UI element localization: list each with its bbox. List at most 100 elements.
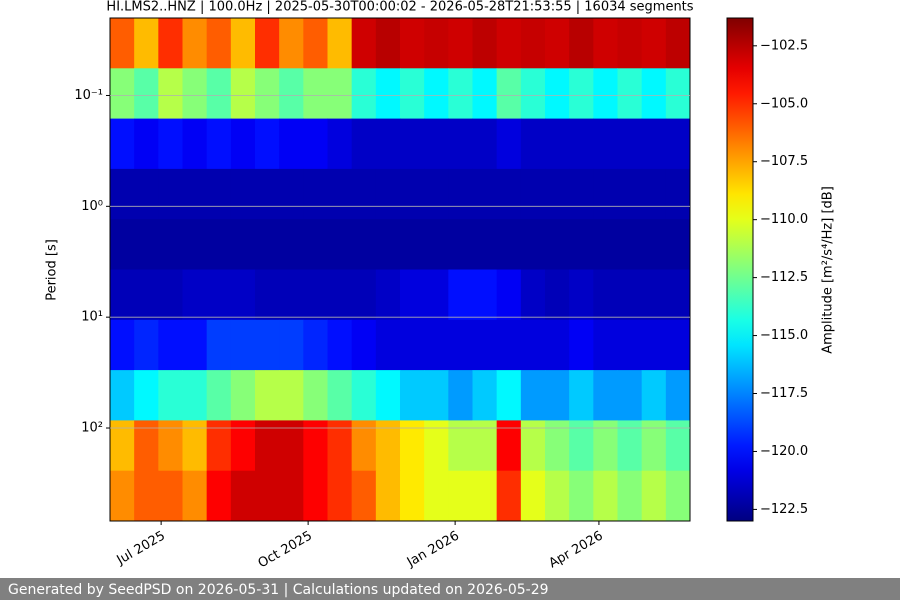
- heatmap-cell: [255, 370, 280, 421]
- heatmap-cell: [351, 168, 377, 220]
- heatmap-cell: [351, 68, 377, 120]
- heatmap-cell: [279, 269, 304, 321]
- heatmap-cell: [665, 68, 691, 120]
- x-tick-label: Apr 2026: [546, 529, 605, 572]
- heatmap-cell: [496, 18, 522, 69]
- x-tick-label: Jul 2025: [114, 529, 168, 569]
- heatmap-cell: [545, 68, 570, 120]
- y-tick-label: 10⁰: [81, 199, 103, 214]
- heatmap-cell: [158, 370, 183, 421]
- heatmap-cell: [520, 219, 546, 270]
- colorbar-tick-label: −117.5: [760, 386, 808, 401]
- heatmap-cell: [641, 18, 667, 69]
- heatmap-cell: [448, 18, 473, 69]
- heatmap-cell: [545, 319, 570, 371]
- heatmap-cell: [593, 470, 618, 522]
- heatmap-cell: [617, 68, 643, 120]
- heatmap-cell: [375, 219, 401, 270]
- heatmap-cell: [665, 319, 691, 371]
- heatmap-cell: [641, 420, 667, 472]
- heatmap-cell: [158, 470, 183, 522]
- heatmap-cell: [641, 118, 667, 170]
- heatmap-cell: [230, 168, 256, 220]
- heatmap-cell: [545, 18, 570, 69]
- heatmap-cell: [351, 370, 377, 421]
- x-tick-label: Oct 2025: [256, 529, 315, 572]
- heatmap-cell: [230, 118, 256, 170]
- heatmap-cell: [448, 118, 473, 170]
- heatmap-cell: [134, 470, 159, 522]
- heatmap-cell: [496, 168, 522, 220]
- heatmap-cell: [472, 118, 498, 170]
- heatmap-cell: [448, 370, 473, 421]
- heatmap-cell: [206, 168, 232, 220]
- heatmap-cell: [182, 420, 208, 472]
- heatmap-cell: [641, 168, 667, 220]
- heatmap-cell: [134, 269, 159, 321]
- heatmap-cell: [110, 269, 135, 321]
- y-tick-label: 10²: [81, 421, 103, 436]
- heatmap-cell: [206, 470, 232, 522]
- heatmap-cell: [327, 319, 353, 371]
- heatmap-cell: [279, 370, 304, 421]
- heatmap-cell: [351, 269, 377, 321]
- heatmap-cell: [182, 18, 208, 69]
- footer-text: Generated by SeedPSD on 2026-05-31 | Cal…: [8, 582, 549, 598]
- heatmap-cell: [158, 68, 183, 120]
- colorbar-tick-label: −122.5: [760, 502, 808, 517]
- heatmap-cell: [255, 269, 280, 321]
- heatmap-cell: [496, 319, 522, 371]
- heatmap-cell: [472, 269, 498, 321]
- heatmap-cell: [279, 219, 304, 270]
- heatmap-cell: [617, 269, 643, 321]
- plot-frame: [109, 17, 691, 522]
- heatmap-cell: [351, 118, 377, 170]
- heatmap-cell: [279, 18, 304, 69]
- heatmap-cell: [665, 168, 691, 220]
- heatmap-cell: [110, 219, 135, 270]
- heatmap-cell: [303, 18, 328, 69]
- heatmap-cell: [496, 269, 522, 321]
- heatmap-cell: [520, 420, 546, 472]
- heatmap-cell: [545, 370, 570, 421]
- heatmap-cell: [665, 269, 691, 321]
- heatmap-cell: [424, 168, 449, 220]
- heatmap-cell: [134, 168, 159, 220]
- heatmap-cell: [400, 319, 425, 371]
- heatmap-cell: [351, 18, 377, 69]
- heatmap-cell: [134, 118, 159, 170]
- heatmap-cell: [472, 319, 498, 371]
- heatmap-cell: [206, 319, 232, 371]
- heatmap-cell: [520, 168, 546, 220]
- heatmap-cell: [230, 370, 256, 421]
- heatmap-cell: [496, 68, 522, 120]
- heatmap-cell: [569, 269, 594, 321]
- colorbar: [726, 17, 754, 522]
- heatmap-cell: [424, 420, 449, 472]
- heatmap-cell: [593, 269, 618, 321]
- heatmap-cell: [520, 269, 546, 321]
- heatmap-cell: [182, 269, 208, 321]
- heatmap-cell: [424, 470, 449, 522]
- y-tick-label: 10⁻¹: [74, 88, 103, 103]
- heatmap-cell: [641, 370, 667, 421]
- heatmap-cell: [327, 370, 353, 421]
- heatmap-cell: [110, 370, 135, 421]
- heatmap-cell: [158, 269, 183, 321]
- heatmap-cell: [569, 168, 594, 220]
- heatmap-cell: [472, 370, 498, 421]
- heatmap-cell: [375, 168, 401, 220]
- heatmap-cell: [496, 219, 522, 270]
- heatmap-cell: [545, 470, 570, 522]
- heatmap-cell: [472, 168, 498, 220]
- colorbar-tick-label: −105.0: [760, 96, 808, 111]
- heatmap-cell: [545, 219, 570, 270]
- heatmap-cell: [375, 18, 401, 69]
- heatmap-cell: [158, 118, 183, 170]
- heatmap-cell: [641, 470, 667, 522]
- heatmap-cell: [472, 219, 498, 270]
- heatmap-cell: [641, 219, 667, 270]
- heatmap-cell: [134, 18, 159, 69]
- heatmap-cell: [182, 319, 208, 371]
- heatmap-cell: [448, 219, 473, 270]
